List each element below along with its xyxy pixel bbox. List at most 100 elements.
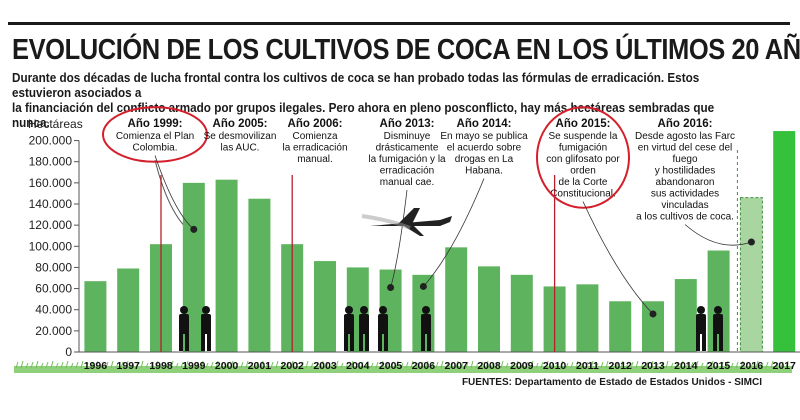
annotation-leader [684,224,752,246]
annotation-line: Desde agosto las Farc [635,131,735,142]
annotation-line: fumigación [559,143,607,154]
grass-blade [15,361,19,369]
grass-blade [55,362,59,369]
grass-blade [395,360,399,369]
grass-blade [485,360,489,369]
y-tick-label: 120.000 [29,218,73,232]
y-tick-label: 20.000 [35,324,72,338]
annotation-line: En mayo se publica [440,131,528,142]
grass-blade [620,360,624,369]
grass-blade [40,362,44,369]
x-tick-label: 2013 [641,360,665,372]
grass-blade [660,361,664,369]
grass-blade [310,362,314,369]
grass-blade [220,362,224,369]
grass-blade [350,360,354,369]
x-tick-label: 2005 [379,360,403,372]
grass-blade [335,360,339,369]
annotation-heading: Año 1999: [128,118,183,130]
grass-blade [180,361,184,369]
x-tick-label: 2016 [740,360,764,372]
person-head [714,306,722,314]
grass-blade [775,362,779,369]
grass-blade [780,361,784,369]
grass-blade [665,360,669,369]
grass-blade [240,361,244,369]
annotation-heading: Año 2005: [213,118,268,130]
grass-blade [530,360,534,369]
person-leg [359,333,363,351]
annotation-line: el acuerdo sobre [447,143,522,154]
grass-blade [145,362,149,369]
grass-blade [540,361,544,369]
bar-2017 [773,131,796,352]
grass-blade [735,361,739,369]
grass-blade [200,360,204,369]
person-body [344,314,354,334]
grass-blade [125,360,129,369]
annotation-dot [190,225,198,233]
annotation-leader [423,178,485,287]
x-tick-label: 2011 [576,360,599,372]
grass-blade [265,362,269,369]
x-tick-label: 2001 [248,360,272,372]
person-leg [378,333,382,351]
person-head [422,306,430,314]
grass-blade [600,361,604,369]
y-tick-label: 140.000 [29,197,73,211]
y-tick-label: 100.000 [29,239,73,253]
grass-blade [560,360,564,369]
grass-blade [480,361,484,369]
person-leg [179,333,183,351]
annotation-line: erradicación [380,166,434,177]
grass-blade [25,362,29,369]
grass-blade [105,361,109,369]
annotation-line: manual cae. [380,177,434,188]
y-tick-label: 60.000 [35,282,72,296]
subtitle-line: Durante dos décadas de lucha frontal con… [12,70,700,100]
grass-strip [14,366,792,373]
grass-blade [50,360,54,369]
y-tick-label: 200.000 [29,134,73,148]
x-tick-label: 2010 [543,360,567,372]
person-leg [719,333,723,351]
grass-blade [575,360,579,369]
grass-blade [215,360,219,369]
grass-blade [315,361,319,369]
x-tick-label: 2003 [313,360,337,372]
grass-blade [90,361,94,369]
grass-blade [35,360,39,369]
grass-blade [590,360,594,369]
grass-blade [515,360,519,369]
grass-blade [300,361,304,369]
annotation-dot [419,282,427,290]
x-tick-label: 2008 [477,360,501,372]
annotation-line: Comienza [292,131,337,142]
person-leg [201,333,205,351]
grass-blade [585,361,589,369]
y-tick-label: 160.000 [29,176,73,190]
grass-blade [570,361,574,369]
grass-blade [420,361,424,369]
bar-2016 [739,197,763,353]
bar-1999 [182,182,205,352]
person-body [713,314,723,334]
grass-blade [500,360,504,369]
annotation-leader [154,155,195,230]
grass-blade [275,360,279,369]
grass-blade [175,362,179,369]
x-tick-label: 1997 [117,360,141,372]
grass-blade [635,360,639,369]
person-leg [185,333,189,351]
person-head [697,306,705,314]
person-silhouette-icon [421,306,431,351]
grass-blade [140,360,144,369]
grass-blade [645,361,649,369]
person-head [345,306,353,314]
person-leg [713,333,717,351]
annotation-dot [747,238,755,246]
grass-blade [545,360,549,369]
x-tick-label: 2015 [707,360,731,372]
y-tick-label: 180.000 [29,155,73,169]
grass-blade [440,360,444,369]
